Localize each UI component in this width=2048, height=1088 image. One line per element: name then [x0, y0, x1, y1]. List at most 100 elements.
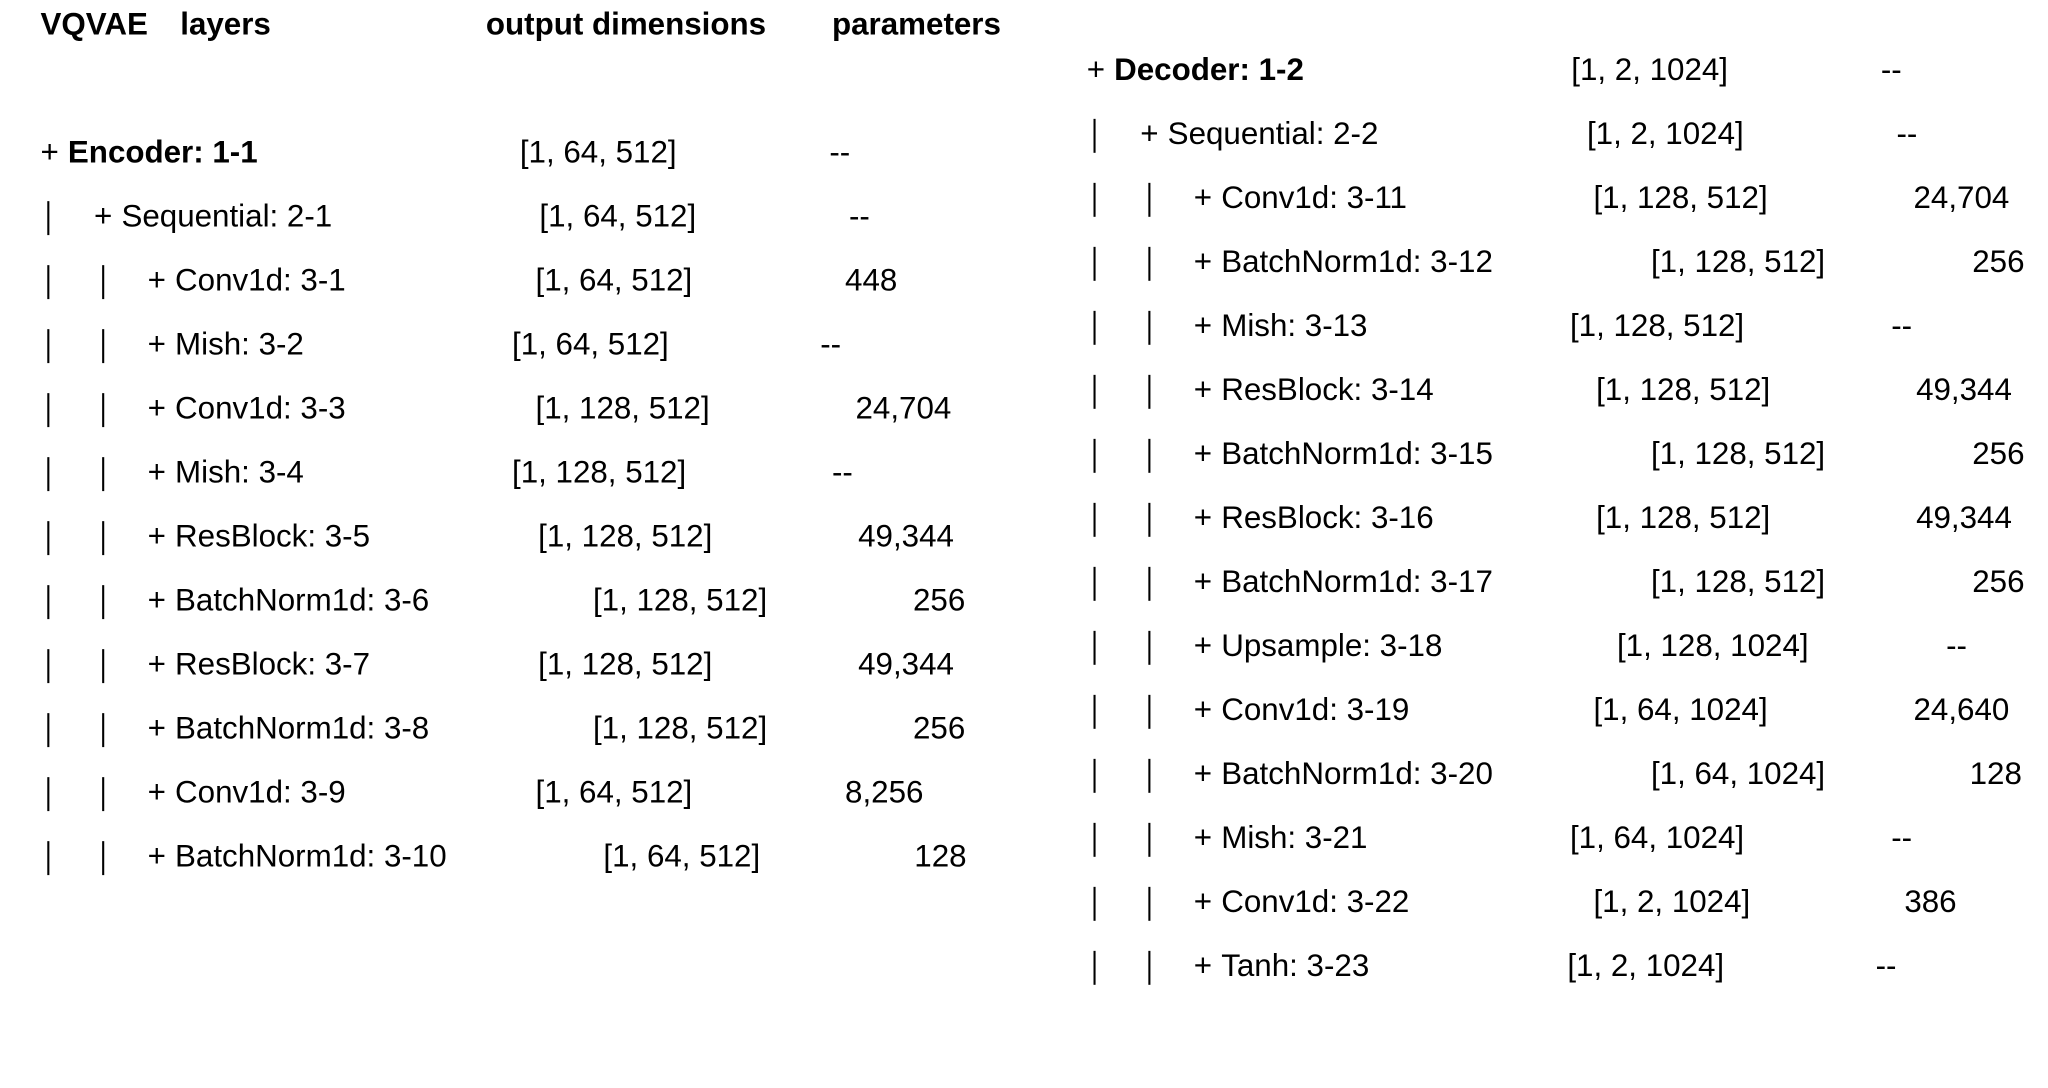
- tree-marker: +: [40, 134, 58, 169]
- tree-marker: +: [1140, 116, 1158, 151]
- layer-name: BatchNorm1d: 3-20: [1221, 756, 1493, 791]
- layer-name: BatchNorm1d: 3-12: [1221, 244, 1493, 279]
- output-dims: [1, 2, 1024]: [1593, 884, 1750, 919]
- header-layers: layers: [180, 6, 271, 41]
- layer-name: Sequential: 2-2: [1168, 116, 1379, 151]
- output-dims: [1, 2, 1024]: [1571, 52, 1728, 87]
- param-count: 24,640: [1913, 692, 2009, 727]
- output-dims: [1, 64, 1024]: [1593, 692, 1767, 727]
- tree-marker: +: [1194, 820, 1212, 855]
- layer-name: Tanh: 3-23: [1221, 948, 1369, 983]
- tree-marker: +: [1194, 308, 1212, 343]
- output-dims: [1, 128, 512]: [512, 454, 686, 489]
- layer-name: Conv1d: 3-1: [175, 262, 346, 297]
- param-count: 448: [845, 262, 897, 297]
- layer-name: Conv1d: 3-11: [1221, 180, 1407, 215]
- param-count: 256: [1972, 244, 2024, 279]
- param-count: --: [1876, 948, 1897, 983]
- param-count: --: [1881, 52, 1902, 87]
- tree-marker: +: [148, 326, 166, 361]
- param-count: --: [1946, 628, 1967, 663]
- param-count: --: [849, 198, 870, 233]
- layer-name: Conv1d: 3-9: [175, 774, 346, 809]
- layer-name: BatchNorm1d: 3-15: [1221, 436, 1493, 471]
- output-dims: [1, 64, 1024]: [1651, 756, 1825, 791]
- output-dims: [1, 128, 512]: [536, 390, 710, 425]
- output-dims: [1, 128, 512]: [1651, 564, 1825, 599]
- param-count: 49,344: [858, 518, 954, 553]
- param-count: --: [1896, 116, 1917, 151]
- tree-marker: +: [1194, 756, 1212, 791]
- tree-marker: +: [148, 518, 166, 553]
- output-dims: [1, 64, 512]: [536, 262, 693, 297]
- layer-name: BatchNorm1d: 3-10: [175, 838, 447, 873]
- tree-marker: +: [1194, 628, 1212, 663]
- output-dims: [1, 64, 512]: [603, 838, 760, 873]
- output-dims: [1, 64, 1024]: [1570, 820, 1744, 855]
- layer-name: Upsample: 3-18: [1221, 628, 1442, 663]
- param-count: 24,704: [856, 390, 952, 425]
- tree-marker: +: [1087, 52, 1105, 87]
- tree-marker: +: [1194, 692, 1212, 727]
- output-dims: [1, 128, 512]: [1596, 372, 1770, 407]
- layer-name: Encoder: 1-1: [68, 134, 258, 169]
- tree-marker: +: [94, 198, 112, 233]
- header-output: output dimensions: [486, 6, 766, 41]
- param-count: 256: [913, 710, 965, 745]
- output-dims: [1, 64, 512]: [512, 326, 669, 361]
- output-dims: [1, 64, 512]: [520, 134, 677, 169]
- layer-name: BatchNorm1d: 3-8: [175, 710, 429, 745]
- layer-name: Mish: 3-21: [1221, 820, 1367, 855]
- param-count: 49,344: [858, 646, 954, 681]
- layer-name: Sequential: 2-1: [121, 198, 332, 233]
- tree-marker: +: [1194, 884, 1212, 919]
- param-count: 386: [1904, 884, 1956, 919]
- layer-name: ResBlock: 3-16: [1221, 500, 1433, 535]
- output-dims: [1, 2, 1024]: [1587, 116, 1744, 151]
- param-count: 49,344: [1916, 500, 2012, 535]
- tree-marker: +: [148, 838, 166, 873]
- param-count: 256: [913, 582, 965, 617]
- output-dims: [1, 128, 512]: [1651, 436, 1825, 471]
- output-dims: [1, 128, 512]: [1651, 244, 1825, 279]
- tree-marker: +: [1194, 500, 1212, 535]
- layer-name: Conv1d: 3-3: [175, 390, 346, 425]
- header-params: parameters: [832, 6, 1001, 41]
- layer-name: Mish: 3-4: [175, 454, 304, 489]
- param-count: --: [829, 134, 850, 169]
- tree-marker: +: [148, 774, 166, 809]
- param-count: --: [1891, 820, 1912, 855]
- param-count: 256: [1972, 436, 2024, 471]
- header-model: VQVAE: [40, 6, 147, 41]
- tree-marker: +: [1194, 244, 1212, 279]
- output-dims: [1, 128, 512]: [1570, 308, 1744, 343]
- tree-marker: +: [148, 646, 166, 681]
- output-dims: [1, 64, 512]: [539, 198, 696, 233]
- output-dims: [1, 128, 1024]: [1617, 628, 1809, 663]
- param-count: --: [1891, 308, 1912, 343]
- layer-name: Conv1d: 3-22: [1221, 884, 1409, 919]
- output-dims: [1, 2, 1024]: [1567, 948, 1724, 983]
- layer-name: ResBlock: 3-5: [175, 518, 370, 553]
- layer-name: Decoder: 1-2: [1114, 52, 1304, 87]
- tree-marker: +: [1194, 564, 1212, 599]
- tree-marker: +: [148, 454, 166, 489]
- tree-marker: +: [148, 710, 166, 745]
- layer-name: Conv1d: 3-19: [1221, 692, 1409, 727]
- param-count: 256: [1972, 564, 2024, 599]
- output-dims: [1, 128, 512]: [538, 646, 712, 681]
- param-count: 128: [1970, 756, 2022, 791]
- param-count: 8,256: [845, 774, 923, 809]
- param-count: 24,704: [1913, 180, 2009, 215]
- layer-name: BatchNorm1d: 3-6: [175, 582, 429, 617]
- output-dims: [1, 128, 512]: [538, 518, 712, 553]
- layer-name: BatchNorm1d: 3-17: [1221, 564, 1493, 599]
- tree-marker: +: [148, 390, 166, 425]
- layer-name: Mish: 3-13: [1221, 308, 1367, 343]
- tree-marker: +: [148, 262, 166, 297]
- output-dims: [1, 128, 512]: [1596, 500, 1770, 535]
- output-dims: [1, 64, 512]: [536, 774, 693, 809]
- tree-marker: +: [1194, 948, 1212, 983]
- layer-name: ResBlock: 3-7: [175, 646, 370, 681]
